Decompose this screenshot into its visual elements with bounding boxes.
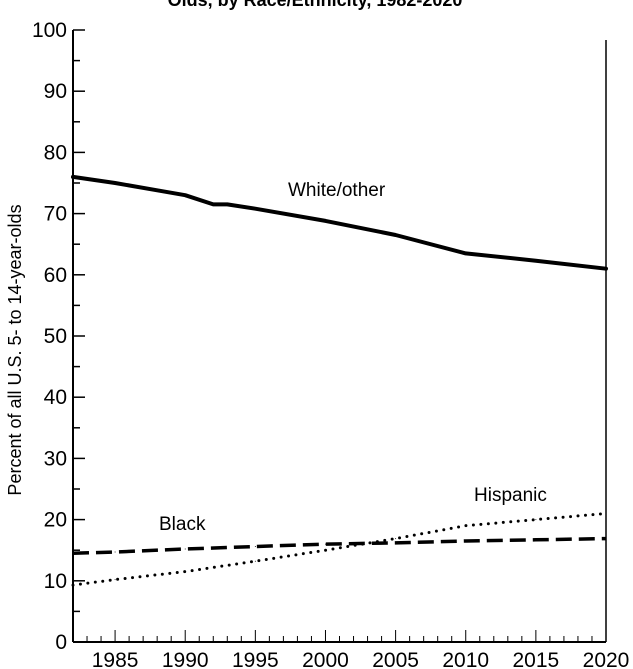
data-point-black [605, 538, 607, 540]
y-axis: 0 10 20 30 40 50 60 70 80 90 100 [32, 19, 85, 654]
data-point-hispanic [72, 584, 74, 586]
y-tick-label: 90 [44, 80, 67, 103]
data-point-white-other [114, 182, 116, 184]
x-tick-label: 2005 [372, 649, 419, 669]
y-axis-label: Percent of all U.S. 5- to 14-year-olds [5, 204, 25, 495]
y-tick-label: 50 [44, 325, 67, 348]
data-point-hispanic [324, 549, 326, 551]
series-label-hispanic: Hispanic [474, 485, 547, 506]
y-tick-label: 0 [55, 631, 67, 654]
data-point-hispanic [254, 560, 256, 562]
y-tick-label: 30 [44, 447, 67, 470]
data-point-white-other [395, 234, 397, 236]
data-point-white-other [226, 203, 228, 205]
data-point-white-other [324, 220, 326, 222]
series-line-black [72, 536, 607, 556]
y-tick-label: 10 [44, 570, 67, 593]
data-point-white-other [156, 189, 158, 191]
data-point-white-other [212, 203, 214, 205]
y-tick-label: 80 [44, 141, 67, 164]
data-point-white-other [72, 176, 74, 178]
data-point-hispanic [395, 538, 397, 540]
data-point-white-other [465, 252, 467, 254]
series-labels: White/other Black Hispanic [159, 180, 547, 535]
series-group [71, 174, 608, 587]
data-point-black [395, 542, 397, 544]
y-tick-label: 100 [32, 19, 67, 42]
x-tick-label: 2015 [513, 649, 560, 669]
data-point-hispanic [605, 512, 607, 514]
x-axis: 1985 1990 1995 2000 2005 2010 2015 2020 [72, 630, 630, 669]
x-tick-label: 2010 [442, 649, 489, 669]
y-tick-label: 40 [44, 386, 67, 409]
x-tick-label: 2000 [302, 649, 349, 669]
data-point-black [465, 540, 467, 542]
data-point-black [72, 552, 74, 554]
data-point-hispanic [535, 519, 537, 521]
data-point-black [535, 539, 537, 541]
data-point-hispanic [465, 525, 467, 527]
x-tick-label: 1995 [232, 649, 279, 669]
data-point-white-other [254, 208, 256, 210]
data-point-black [184, 548, 186, 550]
x-tick-label: 2020 [583, 649, 630, 669]
series-label-black: Black [159, 514, 206, 535]
series-line-white-other [71, 174, 608, 271]
data-point-white-other [535, 260, 537, 262]
data-point-white-other [184, 194, 186, 196]
y-tick-label: 60 [44, 264, 67, 287]
y-tick-label: 70 [44, 203, 67, 226]
data-point-white-other [605, 268, 607, 270]
data-point-black [324, 543, 326, 545]
y-tick-label: 20 [44, 509, 67, 532]
chart-title: Olds, by Race/Ethnicity, 1982-2020 [168, 0, 463, 10]
data-point-hispanic [184, 571, 186, 573]
series-label-white-other: White/other [288, 180, 386, 201]
data-point-black [114, 551, 116, 553]
data-point-hispanic [114, 579, 116, 581]
x-tick-label: 1990 [162, 649, 209, 669]
data-point-black [254, 546, 256, 548]
x-tick-label: 1985 [92, 649, 139, 669]
